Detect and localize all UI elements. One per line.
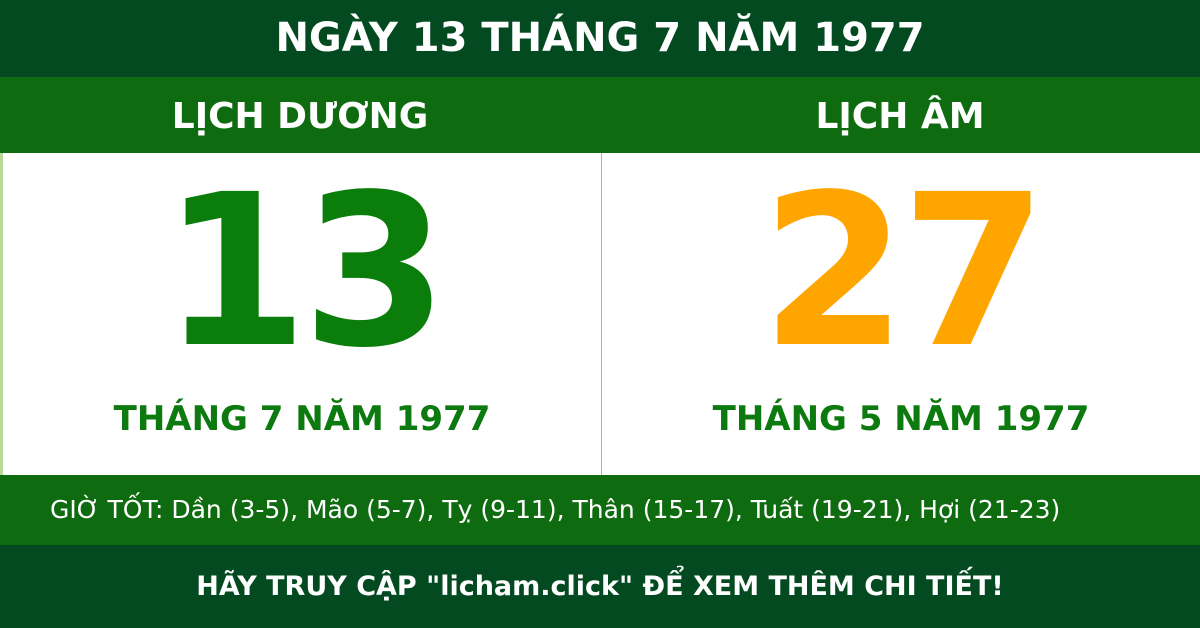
good-hours: GIỜ TỐT: Dần (3-5), Mão (5-7), Tỵ (9-11)… bbox=[0, 475, 1200, 545]
lunar-month-year: THÁNG 5 NĂM 1977 bbox=[712, 399, 1090, 439]
footer-cta: HÃY TRUY CẬP "licham.click" ĐỂ XEM THÊM … bbox=[0, 545, 1200, 628]
lunar-panel: 27 THÁNG 5 NĂM 1977 bbox=[602, 153, 1200, 475]
page-title: NGÀY 13 THÁNG 7 NĂM 1977 bbox=[0, 0, 1200, 77]
solar-panel: 13 THÁNG 7 NĂM 1977 bbox=[0, 153, 602, 475]
calendar-headers: LỊCH DƯƠNG LỊCH ÂM bbox=[0, 77, 1200, 153]
lunar-day: 27 bbox=[760, 149, 1047, 394]
solar-day: 13 bbox=[161, 149, 448, 394]
solar-calendar-label: LỊCH DƯƠNG bbox=[171, 96, 429, 137]
solar-month-year: THÁNG 7 NĂM 1977 bbox=[113, 399, 491, 439]
lunar-calendar-label: LỊCH ÂM bbox=[815, 96, 985, 137]
calendar-body: 13 THÁNG 7 NĂM 1977 27 THÁNG 5 NĂM 1977 bbox=[0, 153, 1200, 475]
